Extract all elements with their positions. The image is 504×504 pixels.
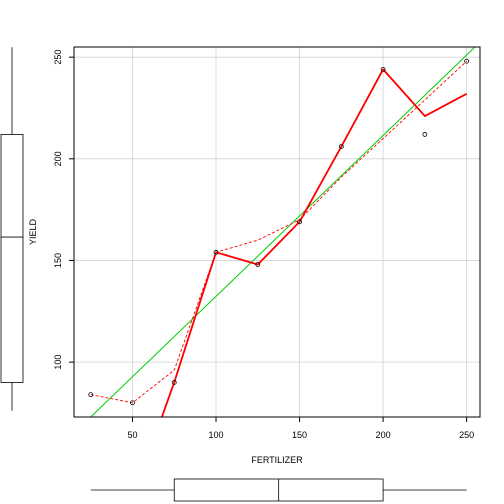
y-tick-label: 200: [53, 151, 63, 166]
y-tick-label: 150: [53, 253, 63, 268]
x-axis-title: FERTILIZER: [251, 455, 303, 465]
x-tick-label: 100: [209, 430, 224, 440]
data-point: [380, 66, 386, 72]
y-tick-label: 100: [53, 355, 63, 370]
y-marginal-boxplot: [0, 47, 24, 411]
x-tick-label: 200: [376, 430, 391, 440]
data-point: [297, 219, 302, 225]
grid: [74, 47, 480, 417]
x-marginal-boxplot: [90, 478, 467, 502]
x-axis-ticks: 50 100 150 200 250: [127, 417, 474, 440]
regression-line: [90, 47, 476, 417]
data-point: [338, 144, 344, 150]
series-layer: [90, 47, 476, 417]
solid-smoother-line: [160, 68, 468, 417]
dashed-smoother-line: [90, 60, 467, 404]
data-point: [255, 262, 261, 267]
y-axis-title: YIELD: [28, 218, 38, 245]
points-layer: [88, 58, 470, 406]
data-point: [130, 400, 135, 406]
y-tick-label: 250: [53, 50, 63, 65]
x-tick-label: 50: [127, 430, 137, 440]
plot-frame: [73, 46, 481, 418]
data-point: [422, 132, 428, 137]
y-axis-ticks: 100 150 200 250: [53, 50, 74, 370]
x-tick-label: 250: [459, 430, 474, 440]
data-point: [171, 380, 177, 385]
data-point: [88, 392, 94, 398]
data-point: [213, 249, 219, 255]
y-boxplot-box: [0, 134, 24, 383]
data-point: [464, 58, 470, 64]
x-tick-label: 150: [292, 430, 307, 440]
